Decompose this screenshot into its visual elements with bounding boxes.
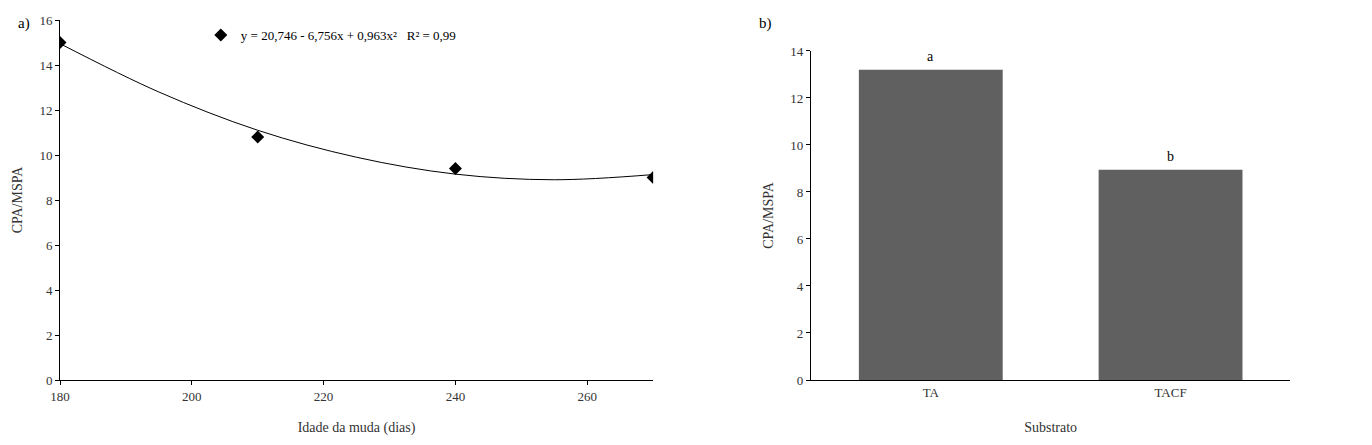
- svg-text:12: 12: [790, 91, 803, 106]
- svg-text:a): a): [18, 15, 30, 32]
- svg-text:2: 2: [797, 326, 804, 341]
- svg-text:200: 200: [182, 389, 202, 404]
- svg-text:b): b): [759, 15, 772, 32]
- svg-text:CPA/MSPA: CPA/MSPA: [10, 166, 25, 234]
- svg-text:180: 180: [50, 389, 70, 404]
- svg-text:TACF: TACF: [1154, 385, 1186, 400]
- svg-text:b: b: [1167, 149, 1174, 164]
- svg-text:10: 10: [790, 138, 803, 153]
- svg-text:4: 4: [797, 279, 804, 294]
- svg-text:220: 220: [314, 389, 334, 404]
- svg-text:y = 20,746 - 6,756x + 0,963x²: y = 20,746 - 6,756x + 0,963x² R² = 0,99: [241, 28, 456, 43]
- svg-text:12: 12: [39, 103, 52, 118]
- svg-text:Substrato: Substrato: [1024, 420, 1077, 435]
- svg-text:240: 240: [446, 389, 466, 404]
- svg-text:10: 10: [39, 148, 52, 163]
- svg-text:6: 6: [797, 232, 804, 247]
- svg-text:a: a: [927, 49, 934, 64]
- svg-text:CPA/MSPA: CPA/MSPA: [761, 181, 776, 249]
- svg-text:14: 14: [39, 58, 53, 73]
- svg-text:6: 6: [46, 238, 53, 253]
- svg-text:TA: TA: [923, 385, 940, 400]
- svg-text:260: 260: [577, 389, 597, 404]
- svg-text:0: 0: [46, 373, 53, 388]
- svg-text:0: 0: [797, 373, 804, 388]
- svg-text:Idade da muda (dias): Idade da muda (dias): [298, 420, 416, 436]
- svg-text:8: 8: [46, 193, 53, 208]
- svg-text:2: 2: [46, 328, 53, 343]
- svg-text:8: 8: [797, 185, 804, 200]
- svg-text:16: 16: [39, 13, 53, 28]
- svg-text:14: 14: [790, 44, 804, 59]
- svg-text:4: 4: [46, 283, 53, 298]
